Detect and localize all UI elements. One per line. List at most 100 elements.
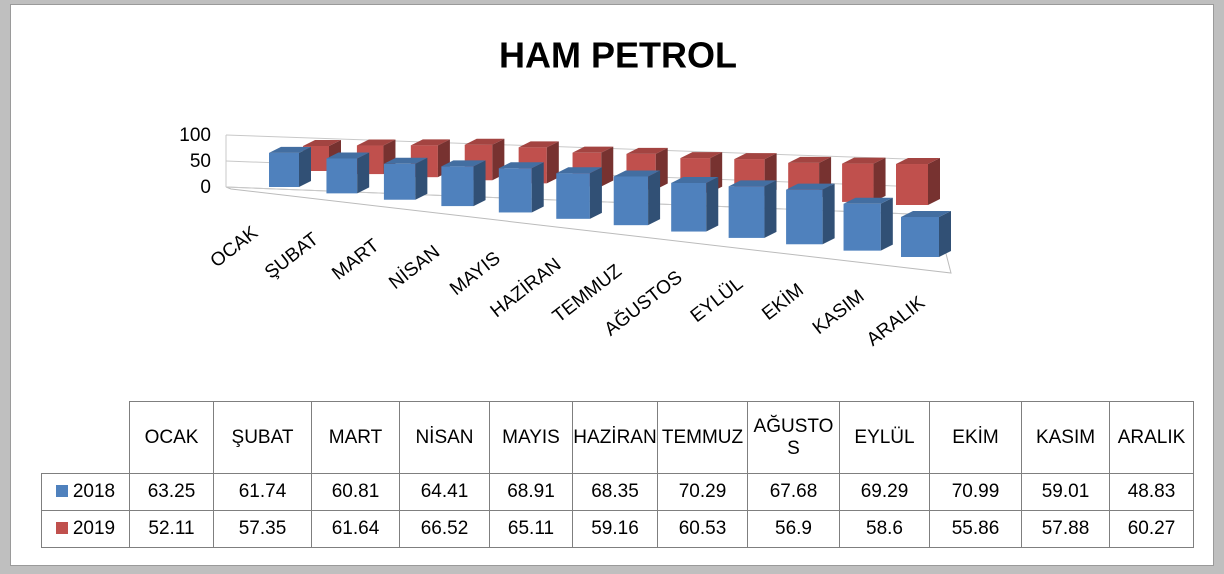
bar-top xyxy=(464,138,505,145)
table-header-cell: KASIM xyxy=(1021,401,1110,474)
bar-side xyxy=(939,210,951,257)
bar-side xyxy=(601,146,614,187)
bar xyxy=(613,170,661,226)
legend-label: 2019 xyxy=(72,518,116,539)
bar xyxy=(901,210,951,257)
bar-front xyxy=(728,186,765,238)
x-tick-label: EYLÜL xyxy=(687,273,747,327)
bar-top xyxy=(680,152,723,159)
table-row: 2018 63.25 61.74 60.81 64.41 68.91 68.35 70.29 6… xyxy=(41,473,1194,511)
bar-front xyxy=(441,166,474,207)
bar-top xyxy=(303,139,341,146)
table-header-cell: EKİM xyxy=(929,401,1022,474)
bar-top xyxy=(734,153,777,160)
bar xyxy=(842,157,886,202)
table-value: 61.64 xyxy=(311,510,400,548)
bar xyxy=(383,157,428,200)
table-value: 68.35 xyxy=(572,473,658,511)
grid-line xyxy=(225,134,937,161)
table-value: 57.35 xyxy=(213,510,312,548)
table-value: 48.83 xyxy=(1109,473,1194,511)
table-value: 60.27 xyxy=(1109,510,1194,548)
bar xyxy=(896,158,940,205)
table-value: 57.88 xyxy=(1021,510,1110,548)
bar-side xyxy=(589,167,602,219)
table-corner xyxy=(42,402,130,474)
bar-front xyxy=(843,203,881,251)
table-value: 60.81 xyxy=(311,473,400,511)
bar-front xyxy=(901,216,939,257)
bar-top xyxy=(498,162,544,169)
data-table: OCAK ŞUBAT MART NİSAN MAYIS HAZİRAN TEMMUZ AĞUS… xyxy=(41,401,1194,548)
x-tick-label: ŞUBAT xyxy=(261,229,323,284)
bar xyxy=(326,152,370,194)
bar-top xyxy=(572,146,614,153)
bar xyxy=(410,139,450,178)
bar xyxy=(269,146,311,187)
table-header-cell: TEMMUZ xyxy=(657,401,748,474)
table-value: 55.86 xyxy=(929,510,1022,548)
bar-top xyxy=(786,183,835,190)
bar-front xyxy=(896,164,928,205)
table-value: 60.53 xyxy=(657,510,748,548)
table-value: 59.01 xyxy=(1021,473,1110,511)
x-tick-label: NİSAN xyxy=(385,241,444,293)
legend-swatch xyxy=(55,522,68,534)
bar-front xyxy=(842,163,874,202)
bar-top xyxy=(410,139,450,146)
table-value: 66.52 xyxy=(399,510,490,548)
table-value: 67.68 xyxy=(747,473,840,511)
bar-top xyxy=(842,157,886,164)
bar xyxy=(786,183,835,245)
x-tick-label: MAYIS xyxy=(446,248,504,300)
bar-side xyxy=(928,158,940,205)
bar-top xyxy=(356,139,396,146)
chart-title: HAM PETROL xyxy=(499,35,737,76)
bar-front xyxy=(556,173,590,219)
bar-top xyxy=(626,147,668,154)
table-value: 64.41 xyxy=(399,473,490,511)
bar-side xyxy=(880,197,893,251)
table-value: 52.11 xyxy=(129,510,214,548)
x-tick-label: EKİM xyxy=(758,280,808,325)
bar xyxy=(728,180,777,238)
bar-side xyxy=(531,162,544,213)
y-tick-label: 50 xyxy=(190,151,211,172)
table-value: 68.91 xyxy=(489,473,573,511)
bar-side xyxy=(764,180,777,238)
x-tick-label: ARALIK xyxy=(863,292,929,350)
bar-side xyxy=(415,157,428,200)
legend-label: 2018 xyxy=(72,481,116,502)
table-header-cell: AĞUSTOS xyxy=(747,401,840,474)
bar xyxy=(441,160,486,207)
table-value: 56.9 xyxy=(747,510,840,548)
table-row: 2019 52.11 57.35 61.64 66.52 65.11 59.16 60.53 5… xyxy=(41,510,1194,548)
legend-cell: 2018 xyxy=(41,473,130,511)
bar-side xyxy=(299,146,311,187)
bar-side xyxy=(706,176,719,232)
bar-top xyxy=(441,160,486,167)
x-tick-label: MART xyxy=(328,235,383,285)
bar-top xyxy=(556,167,602,174)
bar-top xyxy=(843,197,893,204)
table-value: 63.25 xyxy=(129,473,214,511)
bar-front xyxy=(671,182,707,232)
table-header-cell: ŞUBAT xyxy=(213,401,312,474)
bar-top xyxy=(269,146,311,153)
x-tick-label: KASIM xyxy=(809,286,869,339)
table-value: 65.11 xyxy=(489,510,573,548)
bar-side xyxy=(473,160,486,207)
legend-swatch xyxy=(55,485,68,497)
table-header-cell: OCAK xyxy=(129,401,214,474)
table-value: 61.74 xyxy=(213,473,312,511)
bar-front xyxy=(269,152,299,187)
table-value: 58.6 xyxy=(839,510,930,548)
bar-top xyxy=(788,156,832,163)
bar xyxy=(498,162,544,213)
bar-side xyxy=(822,183,835,245)
bar xyxy=(843,197,893,251)
bar-top xyxy=(896,158,940,165)
bar-front xyxy=(786,189,823,245)
